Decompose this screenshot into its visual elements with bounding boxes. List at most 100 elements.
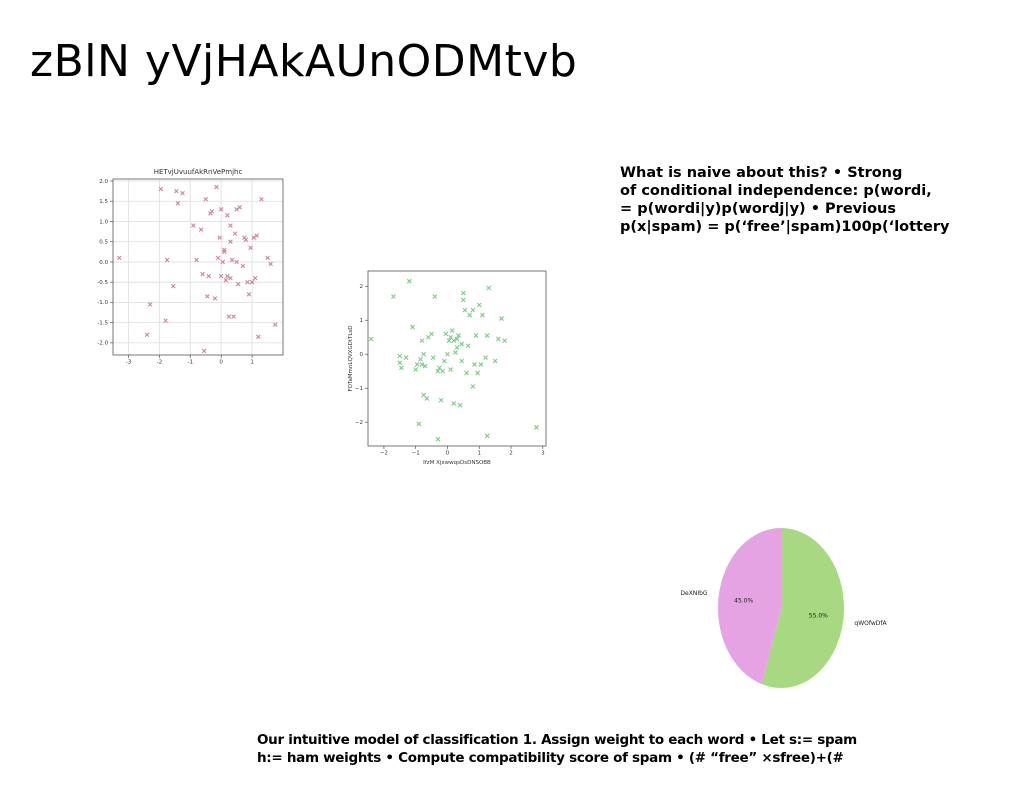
data-point	[430, 332, 434, 336]
data-point	[465, 371, 469, 375]
y-tick-label: −1	[355, 386, 363, 392]
y-axis-label: FOTaMmnLQVXGDtTLsD	[348, 325, 354, 391]
data-point	[471, 385, 475, 389]
y-tick-label: 0.5	[99, 240, 108, 246]
data-point	[422, 352, 426, 356]
data-point	[171, 284, 175, 288]
right-text-line: p(x|spam) = p(‘free’|spam)100p(‘lottery	[620, 218, 949, 236]
data-point	[232, 315, 236, 319]
data-point	[195, 258, 199, 262]
x-tick-label: -2	[157, 360, 162, 366]
data-point	[449, 368, 453, 372]
data-point	[241, 264, 245, 268]
data-point	[273, 323, 277, 327]
data-point	[269, 262, 273, 266]
y-tick-label: 1	[360, 318, 364, 324]
data-point	[417, 422, 421, 426]
data-point	[444, 332, 448, 336]
data-point	[411, 325, 415, 329]
y-tick-label: 2	[360, 284, 364, 290]
data-point	[436, 437, 440, 441]
right-text-line: of conditional independence: p(wordi,	[620, 182, 949, 200]
x-tick-label: 0	[219, 360, 223, 366]
data-point	[420, 339, 424, 343]
y-tick-label: −2	[355, 420, 363, 426]
data-point	[164, 319, 168, 323]
pie-category-label: DeXNIbG	[680, 590, 707, 597]
data-point	[472, 362, 476, 366]
data-point	[404, 356, 408, 360]
scatter-chart-left: HETvjUvuufAkRnVePmjhc -3 -2 -1 0 1 2.0 1.5 1.0 0.…	[95, 164, 295, 369]
x-tick-label: 0	[446, 451, 450, 457]
data-point	[213, 296, 217, 300]
data-point	[439, 398, 443, 402]
data-point	[398, 354, 402, 358]
data-point	[458, 403, 462, 407]
data-point	[476, 371, 480, 375]
data-point	[204, 197, 208, 201]
data-point	[452, 402, 456, 406]
data-point	[418, 357, 422, 361]
y-tick-label: 1.5	[99, 199, 108, 205]
scatter-chart-middle-svg: −2 −1 0 1 2 3210−1−2IfzM XjxwwqsDsDNSOBBFOTaM…	[343, 265, 553, 475]
data-point	[259, 197, 263, 201]
bottom-text-line: h:= ham weights • Compute compatibility …	[257, 749, 857, 767]
y-tick-label: -0.5	[97, 280, 108, 286]
data-point	[485, 434, 489, 438]
data-point	[205, 294, 209, 298]
y-tick-label: -1.0	[97, 300, 108, 306]
y-tick-label: 2.0	[99, 179, 108, 185]
x-tick-label: -3	[126, 360, 132, 366]
data-point	[215, 185, 219, 189]
data-point	[398, 361, 402, 365]
right-text-line: = p(wordi|y)p(wordj|y) • Previous	[620, 200, 949, 218]
scatter-chart-left-svg: HETvjUvuufAkRnVePmjhc -3 -2 -1 0 1 2.0 1.5 1.0 0.…	[95, 164, 295, 369]
data-point	[487, 286, 491, 290]
pie-chart: 45.0% DeXNIbG 55.0% qWOfwDfA	[670, 520, 890, 700]
data-point	[176, 201, 180, 205]
data-point	[485, 334, 489, 338]
data-point	[461, 291, 465, 295]
slide-title: zBlN yVjHAkAUnODMtvb	[30, 36, 577, 87]
data-point	[369, 337, 373, 341]
data-point	[117, 256, 121, 260]
x-tick-label: 1	[478, 451, 482, 457]
data-point	[460, 342, 464, 346]
data-point	[242, 236, 246, 240]
x-tick-label: −1	[412, 451, 420, 457]
data-point	[174, 189, 178, 193]
y-tick-label: -2.0	[97, 341, 108, 347]
data-point	[415, 362, 419, 366]
data-point	[207, 274, 211, 278]
data-point	[181, 191, 185, 195]
data-point	[466, 344, 470, 348]
data-point	[191, 224, 195, 228]
x-tick-label: 3	[541, 451, 545, 457]
right-text-line: What is naive about this? • Strong	[620, 164, 949, 182]
y-tick-label: 0.0	[99, 260, 108, 266]
data-point	[229, 224, 233, 228]
data-point	[441, 369, 445, 373]
data-point	[422, 393, 426, 397]
data-point	[471, 308, 475, 312]
data-point	[165, 258, 169, 262]
data-point	[199, 228, 203, 232]
y-tick-label: -1.5	[97, 320, 108, 326]
data-point	[496, 337, 500, 341]
data-point	[227, 315, 231, 319]
bottom-text-block: Our intuitive model of classification 1.…	[257, 731, 857, 767]
data-point	[479, 362, 483, 366]
data-point	[484, 356, 488, 360]
x-axis-label: IfzM XjxwwqsDsDNSOBB	[423, 460, 491, 466]
data-point	[493, 359, 497, 363]
data-point	[433, 294, 437, 298]
data-point	[391, 294, 395, 298]
data-point	[210, 209, 214, 213]
data-point	[534, 425, 538, 429]
data-point	[468, 313, 472, 317]
data-point	[202, 349, 206, 353]
right-text-block: What is naive about this? • Strong of co…	[620, 164, 949, 236]
data-point	[474, 334, 478, 338]
data-point	[225, 214, 229, 218]
x-tick-label: -1	[188, 360, 193, 366]
